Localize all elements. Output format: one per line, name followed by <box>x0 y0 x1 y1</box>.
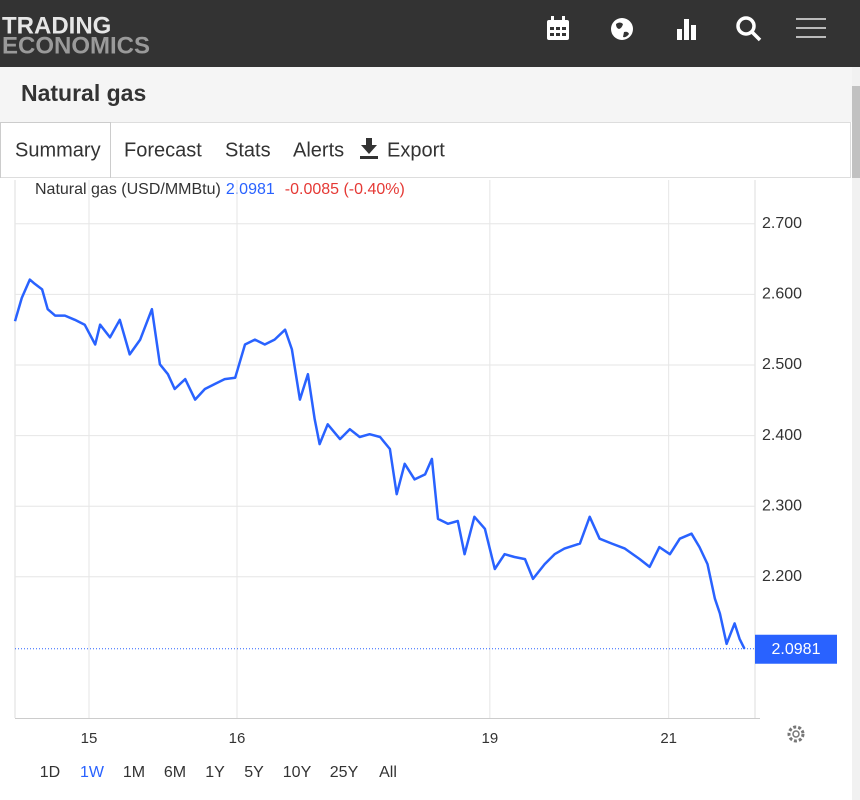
title-bar <box>0 67 852 122</box>
last-price-box <box>755 634 837 664</box>
range-button[interactable]: 1W <box>80 764 105 781</box>
x-tick-label: 19 <box>481 730 498 747</box>
scrollbar[interactable] <box>852 67 860 800</box>
y-tick-label: 2.400 <box>762 427 802 444</box>
x-tick-label: 16 <box>229 730 246 747</box>
settings-icon[interactable] <box>787 725 805 743</box>
scrollbar-thumb[interactable] <box>852 86 860 178</box>
tab[interactable]: Stats <box>225 139 271 161</box>
y-tick-label: 2.700 <box>762 215 802 232</box>
price: 2.0981 <box>226 181 275 198</box>
range-button[interactable]: 1M <box>123 764 145 781</box>
x-tick-label: 15 <box>81 730 98 747</box>
range-button[interactable]: 10Y <box>283 764 312 781</box>
x-tick-label: 21 <box>660 730 677 747</box>
chart-icon[interactable] <box>677 19 696 40</box>
chart-legend: Natural gas (USD/MMBtu) 2.0981 -0.0085 (-0… <box>35 181 405 198</box>
tab[interactable]: Alerts <box>293 139 344 161</box>
y-tick-label: 2.500 <box>762 356 802 373</box>
range-button[interactable]: 6M <box>164 764 186 781</box>
tab[interactable]: Export <box>387 139 445 161</box>
page-title: Natural gas <box>21 80 146 106</box>
menu-icon[interactable] <box>796 18 826 38</box>
y-tick-label: 2.200 <box>762 568 802 585</box>
calendar-icon[interactable] <box>547 16 569 40</box>
globe-icon[interactable] <box>611 18 633 40</box>
logo[interactable]: TRADING <box>2 12 111 39</box>
range-button[interactable]: 1D <box>40 764 60 781</box>
range-button[interactable]: All <box>379 764 397 781</box>
top-bar <box>0 0 860 67</box>
range-button[interactable]: 5Y <box>244 764 264 781</box>
active-tab <box>0 122 111 178</box>
range-button[interactable]: 1Y <box>205 764 225 781</box>
y-tick-label: 2.300 <box>762 497 802 514</box>
last-price-label: 2.0981 <box>772 641 821 658</box>
range-button[interactable]: 25Y <box>330 764 359 781</box>
y-tick-label: 2.600 <box>762 286 802 303</box>
logo[interactable]: ECONOMICS <box>2 32 150 59</box>
series-name: Natural gas (USD/MMBtu) <box>35 181 221 198</box>
export-icon[interactable] <box>360 138 378 159</box>
tab[interactable]: Summary <box>15 139 101 161</box>
search-icon[interactable] <box>736 16 762 42</box>
tab[interactable]: Forecast <box>124 139 202 161</box>
change: -0.0085 (-0.40%) <box>285 181 405 198</box>
price-line <box>13 278 746 650</box>
